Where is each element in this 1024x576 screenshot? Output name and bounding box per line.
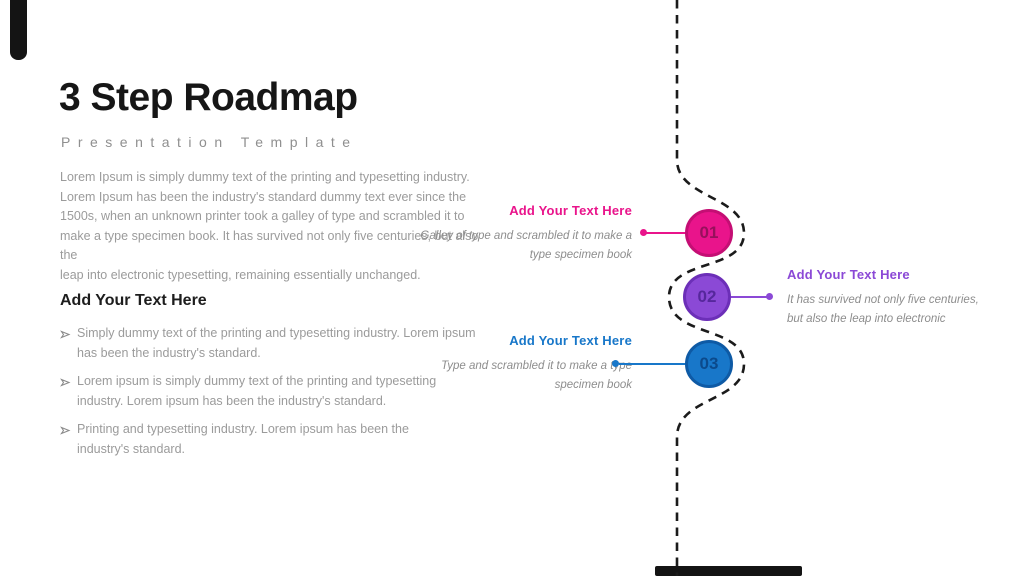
step-3-text-block: Add Your Text Here Type and scrambled it… [392, 333, 632, 394]
step-1-number: 01 [699, 223, 719, 242]
step-2-number: 02 [697, 287, 717, 306]
page-subtitle: Presentation Template [61, 134, 358, 150]
step-1-desc-line: type specimen book [529, 248, 632, 261]
bullet-text: Printing and typesetting industry. Lorem… [77, 420, 409, 459]
bullet-line: Printing and typesetting industry. Lorem… [77, 422, 409, 436]
step-2-desc-line: It has survived not only five centuries, [787, 294, 979, 306]
step-3-label[interactable]: Add Your Text Here [509, 333, 632, 348]
bullet-list: Simply dummy text of the printing and ty… [60, 324, 480, 468]
step-1-label[interactable]: Add Your Text Here [509, 203, 632, 218]
step-2-desc-line: but also the leap into electronic [787, 312, 946, 325]
intro-line: make a type specimen book. It has surviv… [60, 228, 479, 263]
arrow-bullet-icon [60, 324, 77, 363]
page-title: 3 Step Roadmap [59, 76, 358, 119]
step-1-description[interactable]: Galley of type and scrambled it to make … [392, 227, 632, 264]
bullet-line: Simply dummy text of the printing and ty… [77, 326, 476, 340]
bottom-accent-bar [655, 566, 802, 576]
step-3-connector-dot [612, 360, 619, 367]
bullet-text: Lorem ipsum is simply dummy text of the … [77, 372, 436, 411]
step-2-label[interactable]: Add Your Text Here [787, 267, 910, 282]
bullet-text: Simply dummy text of the printing and ty… [77, 324, 476, 363]
step-2-text-block: Add Your Text Here It has survived not o… [787, 267, 1024, 328]
step-3-circle[interactable]: 03 [685, 340, 733, 388]
step-3-connector-line [619, 363, 687, 365]
list-item: Simply dummy text of the printing and ty… [60, 324, 480, 363]
top-left-accent-bar [10, 0, 27, 60]
intro-line: leap into electronic typesetting, remain… [60, 267, 421, 282]
intro-paragraph: Lorem Ipsum is simply dummy text of the … [60, 168, 480, 285]
bullet-line: has been the industry's standard. [77, 345, 261, 360]
step-2-circle[interactable]: 02 [683, 273, 731, 321]
intro-line: Lorem Ipsum is simply dummy text of the … [60, 170, 470, 184]
arrow-bullet-icon [60, 420, 77, 459]
step-2-connector-dot [766, 293, 773, 300]
step-1-connector-dot [640, 229, 647, 236]
bullet-line: industry's standard. [77, 441, 185, 456]
step-3-number: 03 [699, 354, 719, 373]
step-1-connector-line [646, 232, 686, 234]
step-3-description[interactable]: Type and scrambled it to make a type spe… [392, 357, 632, 394]
bullet-line: Lorem ipsum is simply dummy text of the … [77, 374, 437, 388]
intro-line: Lorem Ipsum has been the industry's stan… [60, 189, 467, 204]
step-1-text-block: Add Your Text Here Galley of type and sc… [392, 203, 632, 264]
list-item: Printing and typesetting industry. Lorem… [60, 420, 480, 459]
arrow-bullet-icon [60, 372, 77, 411]
bullet-line: industry. Lorem ipsum has been the indus… [77, 393, 387, 408]
list-item: Lorem ipsum is simply dummy text of the … [60, 372, 480, 411]
step-3-desc-line: Type and scrambled it to make a type [441, 360, 632, 372]
section-heading: Add Your Text Here [60, 292, 207, 309]
step-1-circle[interactable]: 01 [685, 209, 733, 257]
step-3-desc-line: specimen book [554, 378, 632, 391]
step-2-connector-line [731, 296, 769, 298]
step-1-desc-line: Galley of type and scrambled it to make … [420, 230, 632, 242]
intro-line: 1500s, when an unknown printer took a ga… [60, 209, 465, 223]
step-2-description[interactable]: It has survived not only five centuries,… [787, 291, 1024, 328]
